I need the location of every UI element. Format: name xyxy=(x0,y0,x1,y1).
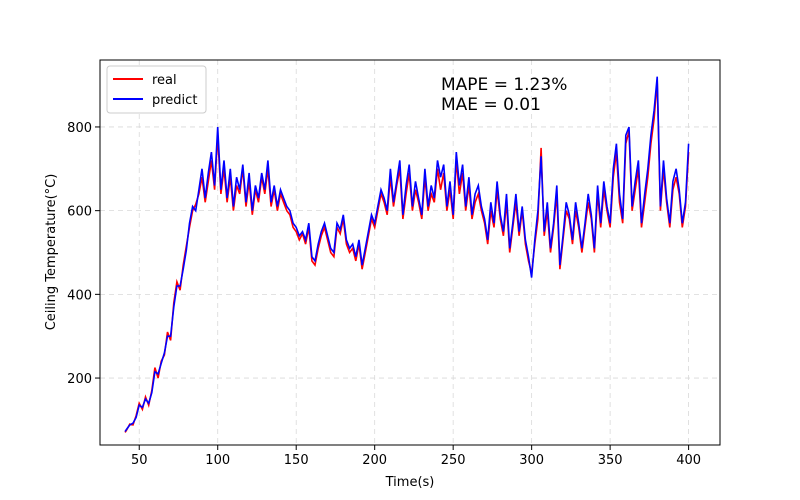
grid xyxy=(100,60,720,445)
series-line-real xyxy=(124,80,690,433)
legend: real predict xyxy=(106,65,207,114)
legend-label-predict: predict xyxy=(152,93,197,108)
x-tick-label-100: 100 xyxy=(205,453,230,468)
mape-annotation: MAPE = 1.23% xyxy=(441,75,567,95)
y-tick-label-200: 200 xyxy=(67,372,92,387)
series-layer xyxy=(124,76,690,433)
x-tick-label-300: 300 xyxy=(519,453,544,468)
y-tick-label-600: 600 xyxy=(67,205,92,220)
plot-frame xyxy=(99,59,721,446)
legend-label-real: real xyxy=(152,73,177,88)
legend-box xyxy=(106,65,207,114)
series-line-predict xyxy=(124,76,690,433)
mae-annotation: MAE = 0.01 xyxy=(441,95,541,115)
y-tick-label-400: 400 xyxy=(67,288,92,303)
x-tick-label-200: 200 xyxy=(362,453,387,468)
x-axis-label: Time(s) xyxy=(385,475,435,490)
y-tick-label-800: 800 xyxy=(67,121,92,136)
x-tick-label-350: 350 xyxy=(598,453,623,468)
x-tick-label-400: 400 xyxy=(676,453,701,468)
x-tick-label-50: 50 xyxy=(131,453,148,468)
x-axis-ticks: 50 100 150 200 250 300 350 400 xyxy=(131,445,701,468)
x-tick-label-150: 150 xyxy=(284,453,309,468)
y-axis-label: Ceiling Temperature(°C) xyxy=(44,174,59,331)
x-tick-label-250: 250 xyxy=(441,453,466,468)
y-axis-ticks: 200 400 600 800 xyxy=(67,121,100,387)
